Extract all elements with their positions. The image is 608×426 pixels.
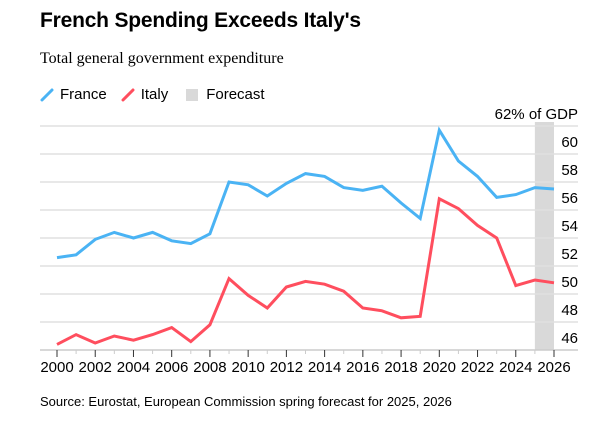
x-tick-label: 2022: [461, 359, 494, 376]
x-tick-label: 2024: [499, 359, 532, 376]
legend: France Italy Forecast: [40, 86, 279, 103]
x-tick-label: 2010: [231, 359, 264, 376]
legend-label-forecast: Forecast: [206, 86, 265, 103]
y-tick-label: 48: [561, 302, 578, 319]
x-tick-label: 2012: [270, 359, 303, 376]
series-line-italy: [56, 196, 555, 346]
x-tick-label: 2008: [193, 359, 226, 376]
y-tick-label: 56: [561, 190, 578, 207]
forecast-swatch-icon: [186, 88, 199, 101]
x-tick-label: 2020: [423, 359, 456, 376]
x-tick-label: 2016: [346, 359, 379, 376]
chart-title: French Spending Exceeds Italy's: [40, 9, 361, 32]
x-tick-label: 2004: [117, 359, 150, 376]
y-tick-label: 58: [561, 162, 578, 179]
legend-label-italy: Italy: [140, 86, 169, 103]
legend-item-forecast: Forecast: [182, 86, 265, 103]
italy-line-icon: [121, 88, 135, 101]
legend-item-france: France: [40, 86, 107, 103]
source-note: Source: Eurostat, European Commission sp…: [40, 394, 452, 409]
chart-subtitle: Total general government expenditure: [40, 50, 284, 67]
x-tick-label: 2000: [40, 359, 73, 376]
legend-item-italy: Italy: [121, 86, 169, 103]
y-tick-label: 46: [561, 330, 578, 347]
y-tick-label: 60: [561, 134, 578, 151]
x-tick-label: 2026: [537, 359, 570, 376]
series-line-france: [56, 126, 555, 260]
forecast-band: [534, 122, 554, 350]
y-tick-label: 62% of GDP: [495, 106, 578, 123]
y-tick-label: 54: [561, 218, 578, 235]
x-tick-label: 2006: [155, 359, 188, 376]
france-line-icon: [40, 88, 54, 101]
legend-label-france: France: [60, 86, 107, 103]
x-tick-label: 2018: [384, 359, 417, 376]
x-tick-label: 2014: [308, 359, 341, 376]
y-tick-label: 50: [561, 274, 578, 291]
y-tick-label: 52: [561, 246, 578, 263]
x-tick-label: 2002: [79, 359, 112, 376]
